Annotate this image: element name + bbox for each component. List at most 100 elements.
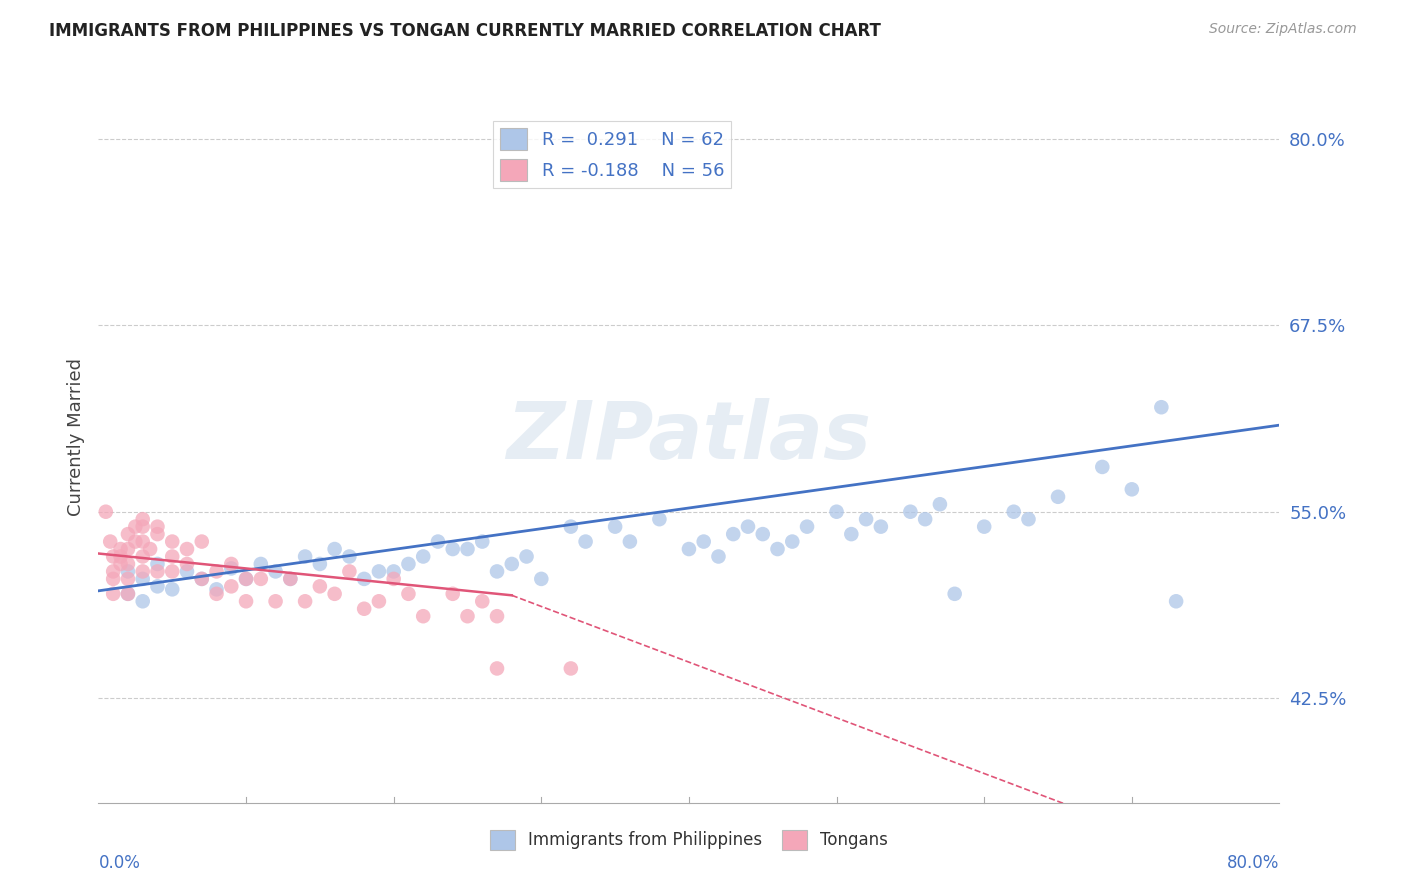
Point xyxy=(250,557,273,571)
Point xyxy=(103,549,125,564)
Point xyxy=(457,542,479,557)
Point xyxy=(382,565,405,579)
Point xyxy=(280,572,302,586)
Point xyxy=(825,505,848,519)
Point xyxy=(162,582,183,597)
Point xyxy=(264,565,287,579)
Point xyxy=(132,519,155,533)
Text: 0.0%: 0.0% xyxy=(98,854,141,872)
Point xyxy=(117,557,139,571)
Point xyxy=(146,527,169,541)
Point xyxy=(132,534,155,549)
Point xyxy=(117,565,139,579)
Point xyxy=(368,594,391,608)
Point xyxy=(205,587,228,601)
Point xyxy=(176,557,198,571)
Point xyxy=(110,557,132,571)
Legend: Immigrants from Philippines, Tongans: Immigrants from Philippines, Tongans xyxy=(482,823,896,856)
Point xyxy=(235,594,257,608)
Point xyxy=(309,579,332,593)
Point xyxy=(516,549,538,564)
Point xyxy=(486,609,509,624)
Point xyxy=(117,527,139,541)
Text: ZIPatlas: ZIPatlas xyxy=(506,398,872,476)
Point xyxy=(146,519,169,533)
Point xyxy=(294,549,316,564)
Point xyxy=(648,512,671,526)
Point xyxy=(250,572,273,586)
Point xyxy=(796,519,818,533)
Point xyxy=(205,565,228,579)
Point xyxy=(441,542,464,557)
Point xyxy=(766,542,789,557)
Point xyxy=(280,572,302,586)
Point xyxy=(117,572,139,586)
Point xyxy=(501,557,523,571)
Point xyxy=(841,527,863,541)
Text: Source: ZipAtlas.com: Source: ZipAtlas.com xyxy=(1209,22,1357,37)
Point xyxy=(323,542,346,557)
Point xyxy=(132,565,155,579)
Point xyxy=(486,565,509,579)
Point xyxy=(339,565,361,579)
Point xyxy=(117,587,139,601)
Point xyxy=(132,594,155,608)
Point xyxy=(110,549,132,564)
Point xyxy=(441,587,464,601)
Point xyxy=(900,505,922,519)
Point xyxy=(752,527,775,541)
Point xyxy=(191,534,214,549)
Point xyxy=(110,542,132,557)
Point xyxy=(103,572,125,586)
Point xyxy=(162,534,183,549)
Point xyxy=(1018,512,1040,526)
Point xyxy=(855,512,877,526)
Point xyxy=(221,557,243,571)
Point xyxy=(560,519,582,533)
Point xyxy=(1046,490,1070,504)
Point xyxy=(412,549,434,564)
Point xyxy=(560,661,582,675)
Y-axis label: Currently Married: Currently Married xyxy=(66,358,84,516)
Point xyxy=(132,549,155,564)
Point xyxy=(457,609,479,624)
Point xyxy=(139,542,162,557)
Point xyxy=(132,512,155,526)
Point xyxy=(146,579,169,593)
Point xyxy=(117,587,139,601)
Point xyxy=(339,549,361,564)
Point xyxy=(1166,594,1188,608)
Point xyxy=(124,519,146,533)
Point xyxy=(176,542,198,557)
Point xyxy=(619,534,641,549)
Point xyxy=(398,557,420,571)
Point xyxy=(575,534,598,549)
Point xyxy=(382,572,405,586)
Point xyxy=(707,549,730,564)
Point xyxy=(146,565,169,579)
Point xyxy=(693,534,716,549)
Point xyxy=(191,572,214,586)
Point xyxy=(146,557,169,571)
Point xyxy=(914,512,936,526)
Point xyxy=(103,587,125,601)
Point xyxy=(294,594,316,608)
Point xyxy=(1091,459,1114,474)
Point xyxy=(605,519,627,533)
Point xyxy=(929,497,952,511)
Point xyxy=(103,565,125,579)
Point xyxy=(678,542,700,557)
Point xyxy=(471,534,494,549)
Point xyxy=(353,601,375,615)
Point xyxy=(264,594,287,608)
Point xyxy=(98,534,121,549)
Point xyxy=(132,572,155,586)
Point xyxy=(323,587,346,601)
Point xyxy=(162,549,183,564)
Point xyxy=(1150,401,1173,415)
Point xyxy=(353,572,375,586)
Point xyxy=(235,572,257,586)
Point xyxy=(162,565,183,579)
Point xyxy=(205,582,228,597)
Point xyxy=(870,519,893,533)
